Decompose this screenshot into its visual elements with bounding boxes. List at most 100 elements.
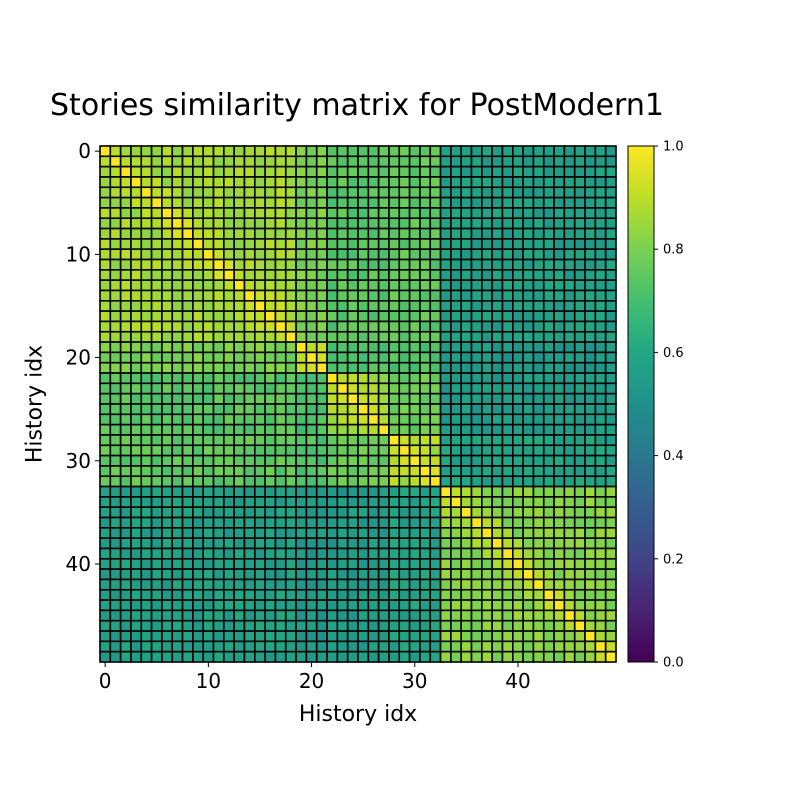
heatmap-cell: [419, 351, 432, 364]
heatmap-cell: [264, 454, 277, 467]
heatmap-cell: [150, 165, 163, 178]
heatmap-cell: [542, 299, 555, 312]
heatmap-cell: [274, 299, 287, 312]
heatmap-cell: [99, 485, 112, 498]
heatmap-cell: [150, 310, 163, 323]
heatmap-cell: [419, 207, 432, 220]
heatmap-cell: [109, 434, 122, 447]
heatmap-cell: [553, 599, 566, 612]
heatmap-cell: [594, 454, 607, 467]
heatmap-cell: [202, 423, 215, 436]
heatmap-cell: [501, 568, 514, 581]
heatmap-cell: [109, 299, 122, 312]
heatmap-cell: [542, 279, 555, 292]
heatmap-cell: [481, 557, 493, 570]
heatmap-cell: [450, 258, 463, 271]
heatmap-cell: [161, 258, 174, 271]
heatmap-cell: [284, 217, 297, 230]
heatmap-cell: [460, 413, 473, 426]
heatmap-cell: [99, 248, 112, 261]
heatmap-cell: [212, 599, 225, 612]
heatmap-cell: [481, 650, 493, 663]
heatmap-cell: [171, 330, 184, 343]
heatmap-cell: [161, 279, 174, 292]
heatmap-cell: [573, 630, 586, 643]
heatmap-cell: [470, 279, 483, 292]
heatmap-cell: [212, 258, 225, 271]
heatmap-cell: [192, 537, 205, 550]
heatmap-cell: [357, 578, 370, 591]
heatmap-cell: [119, 599, 132, 612]
heatmap-cell: [192, 454, 205, 467]
heatmap-cell: [377, 196, 390, 209]
heatmap-cell: [377, 527, 390, 539]
heatmap-cell: [470, 578, 483, 591]
heatmap-cell: [305, 176, 318, 189]
heatmap-cell: [264, 320, 277, 333]
heatmap-cell: [212, 609, 225, 622]
heatmap-cell: [140, 650, 153, 663]
x-tick-label: 40: [505, 669, 530, 693]
heatmap-cell: [563, 361, 576, 374]
heatmap-cell: [367, 330, 380, 343]
heatmap-cell: [532, 557, 545, 570]
heatmap-cell: [140, 155, 153, 168]
heatmap-cell: [470, 176, 483, 189]
heatmap-cell: [346, 289, 359, 302]
heatmap-cell: [522, 227, 535, 240]
heatmap-cell: [522, 527, 535, 539]
heatmap-cell: [563, 630, 576, 643]
heatmap-cell: [398, 496, 411, 509]
heatmap-cell: [274, 516, 287, 529]
heatmap-cell: [439, 516, 452, 529]
heatmap-cell: [604, 557, 617, 570]
heatmap-cell: [109, 599, 122, 612]
heatmap-cell: [511, 588, 524, 601]
heatmap-cell: [470, 609, 483, 622]
heatmap-cell: [212, 588, 225, 601]
heatmap-cell: [274, 196, 287, 209]
heatmap-cell: [481, 506, 493, 519]
heatmap-cell: [109, 361, 122, 374]
heatmap-cell: [243, 578, 256, 591]
heatmap-cell: [233, 568, 246, 581]
heatmap-cell: [295, 485, 308, 498]
heatmap-cell: [563, 289, 576, 302]
heatmap-cell: [511, 506, 524, 519]
heatmap-cell: [202, 279, 215, 292]
heatmap-cell: [346, 176, 359, 189]
heatmap-cell: [429, 557, 442, 570]
heatmap-cell: [419, 196, 432, 209]
heatmap-cell: [264, 527, 277, 539]
heatmap-cell: [212, 310, 225, 323]
heatmap-cell: [522, 588, 535, 601]
heatmap-cell: [429, 588, 442, 601]
heatmap-cell: [109, 372, 122, 385]
heatmap-cell: [553, 248, 566, 261]
heatmap-cell: [604, 630, 617, 643]
heatmap-cell: [553, 155, 566, 168]
heatmap-cell: [346, 588, 359, 601]
heatmap-cell: [532, 258, 545, 271]
heatmap-cell: [604, 269, 617, 281]
heatmap-cell: [295, 207, 308, 220]
heatmap-cell: [284, 578, 297, 591]
heatmap-cell: [491, 248, 504, 261]
heatmap-cell: [532, 588, 545, 601]
heatmap-cell: [553, 382, 566, 395]
heatmap-cell: [295, 609, 308, 622]
heatmap-cell: [326, 413, 339, 426]
heatmap-cell: [398, 588, 411, 601]
heatmap-cell: [336, 619, 349, 632]
heatmap-cell: [491, 454, 504, 467]
heatmap-cell: [171, 196, 184, 209]
heatmap-cell: [315, 289, 328, 302]
heatmap-cell: [202, 341, 215, 354]
heatmap-cell: [150, 196, 163, 209]
heatmap-cell: [481, 630, 493, 643]
heatmap-cell: [305, 382, 318, 395]
heatmap-cell: [573, 599, 586, 612]
heatmap-cell: [357, 588, 370, 601]
heatmap-cell: [594, 227, 607, 240]
heatmap-cell: [140, 238, 153, 251]
